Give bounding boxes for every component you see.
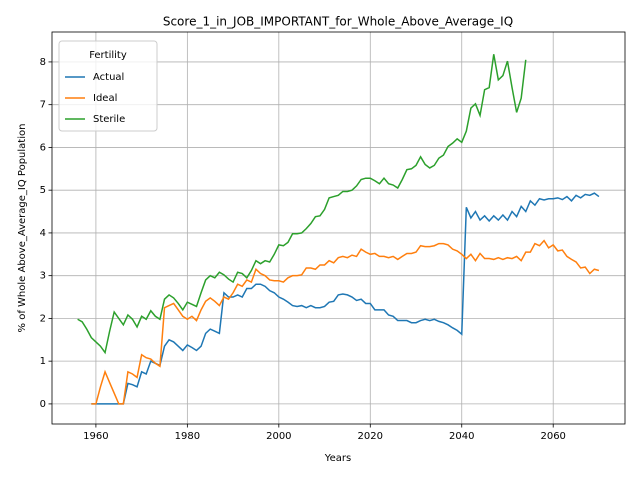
legend-title: Fertility xyxy=(89,50,127,61)
legend-label: Ideal xyxy=(93,93,117,104)
line-series xyxy=(91,239,600,405)
y-tick-label: 0 xyxy=(40,399,46,410)
plot-frame xyxy=(51,31,626,425)
line-series xyxy=(91,192,600,405)
legend-box xyxy=(58,40,158,132)
x-tick-label: 2060 xyxy=(540,431,565,442)
x-axis-label: Years xyxy=(324,453,351,464)
legend-label: Sterile xyxy=(93,114,125,125)
x-tick-label: 1980 xyxy=(175,431,200,442)
y-tick-label: 7 xyxy=(40,100,46,111)
y-tick-label: 2 xyxy=(40,313,46,324)
y-tick-label: 1 xyxy=(40,356,46,367)
y-tick-label: 8 xyxy=(40,57,46,68)
x-tick-label: 2040 xyxy=(449,431,474,442)
chart-title: Score_1_in_JOB_IMPORTANT_for_Whole_Above… xyxy=(163,15,513,29)
y-tick-label: 5 xyxy=(40,185,46,196)
legend: Fertility Actual Ideal Sterile xyxy=(58,40,158,132)
legend-label: Actual xyxy=(93,72,124,83)
line-series xyxy=(77,54,527,355)
y-tick-label: 3 xyxy=(40,271,46,282)
y-tick-label: 4 xyxy=(40,228,46,239)
y-tick-label: 6 xyxy=(40,142,46,153)
x-tick-label: 1960 xyxy=(83,431,108,442)
x-tick-label: 2020 xyxy=(358,431,383,442)
x-tick-label: 2000 xyxy=(266,431,291,442)
y-axis-label: % of Whole Above_Average_IQ Population xyxy=(17,124,28,333)
